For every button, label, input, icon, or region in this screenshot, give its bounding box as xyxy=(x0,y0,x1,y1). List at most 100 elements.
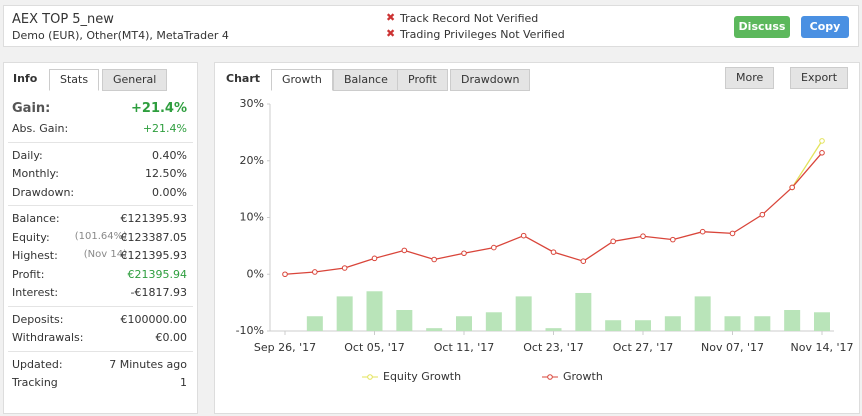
stat-value: 12.50% xyxy=(145,167,187,180)
point xyxy=(819,138,825,144)
stat-value: 1 xyxy=(180,376,187,389)
header: AEX TOP 5_new Demo (EUR), Other(MT4), Me… xyxy=(3,5,859,47)
bar xyxy=(724,316,741,331)
stat-label: Profit: xyxy=(12,267,45,281)
bar xyxy=(814,312,830,331)
warning: Trading Privileges Not Verified xyxy=(400,28,565,41)
stat-label: Drawdown: xyxy=(12,185,75,199)
stat-value: 7 Minutes ago xyxy=(109,357,187,371)
stat-label: Daily: xyxy=(12,148,43,162)
tab[interactable]: Balance xyxy=(333,69,399,91)
bar xyxy=(426,328,443,331)
stat-label: Gain: xyxy=(12,101,51,116)
point xyxy=(461,250,467,257)
bar xyxy=(694,296,711,331)
stat-label: Updated: xyxy=(12,357,63,371)
stat-label: Highest: xyxy=(12,249,58,262)
stat-label: Equity: xyxy=(12,230,50,244)
stat-value: €123387.05 xyxy=(120,230,187,244)
point xyxy=(699,228,706,235)
x-tick-label: Nov 14, '17 xyxy=(791,341,854,354)
tab[interactable]: Drawdown xyxy=(450,69,531,91)
stat-label: Abs. Gain: xyxy=(12,122,69,135)
legend-marker xyxy=(547,374,553,380)
bar xyxy=(306,316,323,331)
bar xyxy=(575,292,592,331)
tab[interactable]: General xyxy=(102,69,168,91)
bar xyxy=(664,316,681,331)
bar xyxy=(754,316,771,331)
tab[interactable]: Growth xyxy=(271,69,333,91)
x-tick-label: Oct 27, '17 xyxy=(613,341,674,354)
warn-icon: ✖ xyxy=(386,11,396,24)
stat-note: (101.64%) xyxy=(74,230,127,242)
stat-value: €21395.94 xyxy=(127,267,188,281)
stat-value: €121395.93 xyxy=(120,249,187,262)
stat-value: -€1817.93 xyxy=(130,286,187,299)
point xyxy=(729,230,736,237)
stat-label: Withdrawals: xyxy=(12,331,84,344)
point xyxy=(640,233,646,240)
x-tick-label: Oct 23, '17 xyxy=(523,341,584,354)
point xyxy=(491,244,497,251)
bar xyxy=(456,316,472,331)
stat-value: 0.00% xyxy=(152,185,187,199)
point xyxy=(670,236,676,243)
account-subtitle: Demo (EUR), Other(MT4), MetaTrader 4 xyxy=(12,29,229,42)
bar xyxy=(545,328,562,331)
bar xyxy=(784,310,801,331)
stat-label: Balance: xyxy=(12,212,60,225)
y-tick-label: -10% xyxy=(236,324,264,337)
x-tick-label: Oct 05, '17 xyxy=(344,341,405,354)
bar xyxy=(515,296,532,331)
stat-label: Tracking xyxy=(12,376,58,389)
point xyxy=(312,269,318,275)
point xyxy=(401,247,408,254)
point xyxy=(341,265,348,271)
info-panel: Info Stats General Gain: +21.4% Abs. Gain:… xyxy=(3,62,198,414)
warning: Track Record Not Verified xyxy=(400,12,539,25)
point xyxy=(550,249,557,255)
point xyxy=(580,258,587,264)
x-tick-label: Oct 11, '17 xyxy=(434,341,495,354)
point xyxy=(282,271,288,278)
tab[interactable]: Profit xyxy=(397,69,448,91)
y-tick-label: 0% xyxy=(247,267,264,280)
bar xyxy=(485,312,502,331)
stat-label: Deposits: xyxy=(12,312,64,326)
y-tick-label: 10% xyxy=(240,211,264,224)
account-title: AEX TOP 5_new xyxy=(12,12,114,27)
warn-icon: ✖ xyxy=(386,27,396,40)
point xyxy=(610,238,616,245)
point xyxy=(819,150,825,156)
y-tick-label: 30% xyxy=(240,97,264,110)
legend-label: Growth xyxy=(563,370,603,383)
x-tick-label: Sep 26, '17 xyxy=(254,341,316,354)
panel-title: Info xyxy=(13,72,38,85)
stat-value: €100000.00 xyxy=(120,312,187,326)
stat-value: €121395.93 xyxy=(120,212,187,225)
tab[interactable]: Stats xyxy=(49,69,100,91)
y-tick-label: 20% xyxy=(240,154,264,167)
point xyxy=(520,232,527,239)
stat-value: +21.4% xyxy=(131,101,187,116)
legend-label: Equity Growth xyxy=(383,370,461,383)
point xyxy=(371,255,378,262)
x-tick-label: Nov 07, '17 xyxy=(701,341,764,354)
panel-title: Chart xyxy=(226,72,261,85)
bar xyxy=(605,320,622,331)
separator xyxy=(8,305,193,307)
point xyxy=(431,256,437,263)
menu[interactable]: More xyxy=(725,67,775,89)
menu[interactable]: Export xyxy=(790,67,849,89)
stat-value: +21.4% xyxy=(142,122,187,135)
discuss-button[interactable]: Discuss xyxy=(734,16,790,38)
separator xyxy=(8,205,193,206)
copy-button[interactable]: Copy xyxy=(801,16,849,38)
legend-marker xyxy=(367,374,373,380)
point xyxy=(789,184,795,191)
separator xyxy=(8,141,193,143)
stat-value: 0.40% xyxy=(152,148,187,162)
